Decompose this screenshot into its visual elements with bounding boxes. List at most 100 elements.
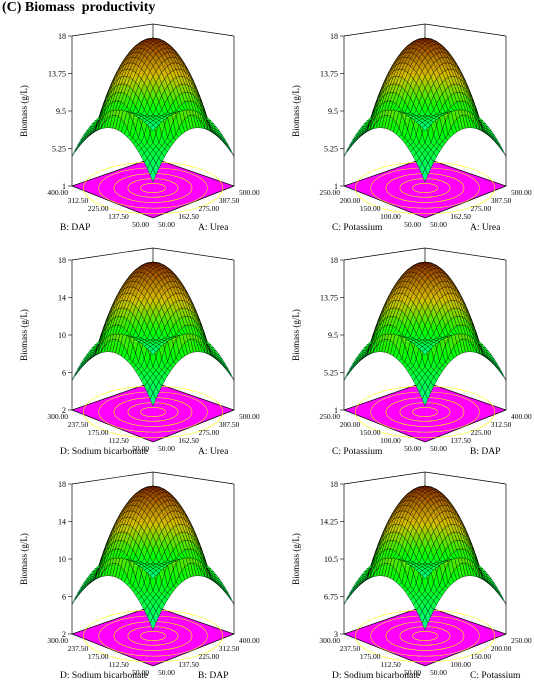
left-axis-tick-label: 112.50 — [108, 436, 129, 445]
contour-line — [140, 631, 166, 641]
left-axis-tick-label: 200.00 — [340, 196, 361, 205]
left-axis-tick-label: 175.00 — [88, 652, 109, 661]
top-back-line — [152, 471, 235, 485]
z-tick-label: 9.5 — [56, 107, 66, 116]
left-axis-tick-label: 50.00 — [404, 444, 421, 453]
contour-line — [140, 407, 166, 417]
left-axis-tick-label: 225.00 — [88, 204, 109, 213]
contour-line — [140, 183, 166, 193]
left-axis-tick-label: 150.00 — [360, 204, 381, 213]
left-axis-tick-label: 50.00 — [404, 220, 421, 229]
z-tick-label: 1 — [334, 182, 338, 191]
z-tick-label: 10.5 — [324, 555, 338, 564]
top-back-line — [343, 471, 426, 485]
left-axis-tick-label: 237.50 — [68, 420, 89, 429]
z-tick-label: 9.5 — [328, 331, 338, 340]
top-back-line — [424, 247, 507, 261]
z-tick-label: 6.75 — [324, 593, 338, 602]
left-axis-label: B: DAP — [60, 223, 90, 233]
left-axis-tick-label: 237.50 — [68, 644, 89, 653]
left-axis-label: D: Sodium bicarbonate — [332, 671, 420, 681]
right-axis-label: A: Urea — [198, 223, 229, 233]
z-axis-label: Biomass (g/L) — [19, 85, 29, 137]
right-axis-tick-label: 50.00 — [430, 220, 447, 229]
left-axis-tick-label: 50.00 — [404, 668, 421, 677]
z-tick-label: 5.25 — [52, 145, 66, 154]
top-back-line — [71, 23, 154, 37]
top-back-line — [424, 23, 507, 37]
right-axis-tick-label: 387.50 — [219, 420, 240, 429]
contour-line — [412, 407, 438, 417]
right-axis-tick-label: 400.00 — [239, 636, 260, 645]
z-tick-label: 1 — [334, 406, 338, 415]
right-axis-tick-label: 225.00 — [471, 428, 492, 437]
top-back-line — [71, 471, 154, 485]
left-axis-tick-label: 250.00 — [319, 412, 340, 421]
z-axis-label: Biomass (g/L) — [291, 309, 301, 361]
left-axis-tick-label: 137.50 — [108, 212, 129, 221]
left-axis-tick-label: 250.00 — [319, 188, 340, 197]
z-tick-label: 2 — [62, 406, 66, 415]
right-axis-tick-label: 312.50 — [219, 644, 240, 653]
right-axis-tick-label: 275.00 — [199, 204, 220, 213]
left-axis-tick-label: 175.00 — [360, 652, 381, 661]
right-axis-tick-label: 400.00 — [511, 412, 532, 421]
left-axis-tick-label: 150.00 — [360, 428, 381, 437]
z-tick-label: 18 — [58, 256, 66, 265]
right-axis-label: A: Urea — [470, 223, 501, 233]
z-tick-label: 10 — [58, 331, 66, 340]
right-axis-tick-label: 500.00 — [239, 412, 260, 421]
left-axis-tick-label: 100.00 — [380, 436, 401, 445]
z-axis-label: Biomass (g/L) — [291, 533, 301, 585]
top-back-line — [152, 247, 235, 261]
response-surface — [343, 261, 507, 407]
right-axis-tick-label: 250.00 — [511, 636, 532, 645]
left-axis-tick-label: 237.50 — [340, 644, 361, 653]
right-axis-tick-label: 312.50 — [491, 420, 512, 429]
right-axis-tick-label: 500.00 — [511, 188, 532, 197]
right-axis-tick-label: 50.00 — [158, 668, 175, 677]
z-tick-label: 18 — [58, 480, 66, 489]
contour-line — [412, 631, 438, 641]
top-back-line — [343, 23, 426, 37]
right-axis-tick-label: 50.00 — [158, 444, 175, 453]
z-tick-label: 14 — [58, 294, 66, 303]
right-axis-tick-label: 50.00 — [430, 668, 447, 677]
left-axis-label: C: Potassium — [332, 223, 383, 233]
top-back-line — [71, 247, 154, 261]
top-back-line — [152, 23, 235, 37]
left-axis-tick-label: 112.50 — [380, 660, 401, 669]
right-axis-label: C: Potassium — [470, 671, 521, 681]
left-axis-tick-label: 112.50 — [108, 660, 129, 669]
top-back-line — [424, 471, 507, 485]
z-tick-label: 1 — [62, 182, 66, 191]
z-tick-label: 14 — [58, 518, 66, 527]
z-axis-label: Biomass (g/L) — [19, 533, 29, 585]
z-tick-label: 5.25 — [324, 369, 338, 378]
response-surface — [71, 485, 235, 631]
z-tick-label: 13.75 — [320, 70, 338, 79]
left-axis-label: C: Potassium — [332, 447, 383, 457]
right-axis-tick-label: 162.50 — [450, 212, 471, 221]
response-surface — [71, 37, 235, 183]
z-tick-label: 10 — [58, 555, 66, 564]
z-tick-label: 18 — [330, 256, 338, 265]
left-axis-tick-label: 50.00 — [132, 444, 149, 453]
right-axis-label: A: Urea — [198, 447, 229, 457]
right-axis-tick-label: 162.50 — [178, 212, 199, 221]
z-tick-label: 18 — [330, 32, 338, 41]
top-back-line — [343, 247, 426, 261]
right-axis-tick-label: 387.50 — [491, 196, 512, 205]
z-tick-label: 14.25 — [320, 518, 338, 527]
left-axis-tick-label: 300.00 — [47, 412, 68, 421]
left-axis-tick-label: 100.00 — [380, 212, 401, 221]
response-surface — [343, 485, 507, 631]
right-axis-tick-label: 137.50 — [178, 660, 199, 669]
right-axis-label: B: DAP — [470, 447, 500, 457]
response-surface — [71, 261, 235, 407]
right-axis-tick-label: 150.00 — [471, 652, 492, 661]
